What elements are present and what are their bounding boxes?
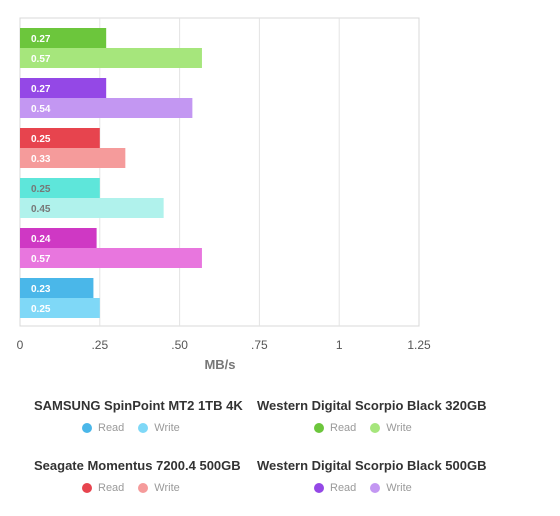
write-value-label: 0.54 xyxy=(31,104,51,115)
write-value-label: 0.33 xyxy=(31,154,51,165)
legend-group-wd-500: Western Digital Scorpio Black 500GB Read… xyxy=(257,458,507,494)
legend: SAMSUNG SpinPoint MT2 1TB 4K Read Write … xyxy=(0,392,560,512)
read-swatch xyxy=(314,423,324,433)
read-swatch xyxy=(82,423,92,433)
legend-group-seagate: Seagate Momentus 7200.4 500GB Read Write xyxy=(34,458,284,494)
write-value-label: 0.57 xyxy=(31,54,51,65)
write-value-label: 0.57 xyxy=(31,254,51,265)
write-value-label: 0.45 xyxy=(31,204,51,215)
legend-item-write[interactable]: Write xyxy=(138,482,180,494)
legend-title: SAMSUNG SpinPoint MT2 1TB 4K xyxy=(34,398,243,413)
read-value-label: 0.23 xyxy=(31,284,51,295)
bar-chart: 0.25.50.75 1 1.25MB/s0.270.570.270.540.250… xyxy=(17,17,431,372)
legend-title: Western Digital Scorpio Black 500GB xyxy=(257,458,487,473)
x-tick-label: .25 xyxy=(91,338,108,352)
legend-group-wd-320: Western Digital Scorpio Black 320GB Read… xyxy=(257,398,507,434)
x-tick-label: 0 xyxy=(17,338,24,352)
legend-item-read[interactable]: Read xyxy=(82,422,124,434)
write-bar xyxy=(20,248,202,268)
legend-write-label: Write xyxy=(386,422,412,434)
read-bar xyxy=(20,178,100,198)
legend-write-label: Write xyxy=(386,482,412,494)
write-swatch xyxy=(138,483,149,493)
legend-read-label: Read xyxy=(98,482,125,494)
legend-item-read[interactable]: Read xyxy=(314,422,356,434)
legend-title: Seagate Momentus 7200.4 500GB xyxy=(34,458,241,473)
write-bar xyxy=(20,48,202,68)
legend-write-label: Write xyxy=(154,482,180,494)
write-swatch xyxy=(138,423,149,433)
read-value-label: 0.25 xyxy=(31,134,51,145)
legend-title: Western Digital Scorpio Black 320GB xyxy=(257,398,487,413)
write-bar xyxy=(20,148,126,168)
legend-read-label: Read xyxy=(330,482,357,494)
legend-group-samsung: SAMSUNG SpinPoint MT2 1TB 4K Read Write xyxy=(34,398,284,434)
write-bar xyxy=(20,198,164,218)
write-swatch xyxy=(370,483,381,493)
legend-item-write[interactable]: Write xyxy=(370,482,412,494)
read-bar xyxy=(20,228,97,248)
read-value-label: 0.25 xyxy=(31,184,51,195)
read-swatch xyxy=(82,483,92,493)
read-bar xyxy=(20,78,107,98)
x-tick-label: .50 xyxy=(171,338,188,352)
x-axis-title: MB/s xyxy=(204,357,235,372)
legend-write-label: Write xyxy=(154,422,180,434)
plot-area xyxy=(19,17,420,327)
legend-item-read[interactable]: Read xyxy=(314,482,356,494)
write-value-label: 0.25 xyxy=(31,304,51,315)
legend-read-label: Read xyxy=(98,422,125,434)
read-swatch xyxy=(314,483,324,493)
legend-item-write[interactable]: Write xyxy=(138,422,180,434)
read-value-label: 0.27 xyxy=(31,34,51,45)
x-tick-label: 1.25 xyxy=(407,338,431,352)
read-value-label: 0.27 xyxy=(31,84,51,95)
write-bar xyxy=(20,98,193,118)
read-bar xyxy=(20,28,107,48)
read-bar xyxy=(20,128,100,148)
write-bar xyxy=(20,298,100,318)
x-tick-label: .75 xyxy=(251,338,268,352)
write-swatch xyxy=(370,423,381,433)
legend-read-label: Read xyxy=(330,422,357,434)
read-bar xyxy=(20,278,94,298)
read-value-label: 0.24 xyxy=(31,234,51,245)
legend-item-read[interactable]: Read xyxy=(82,482,124,494)
legend-item-write[interactable]: Write xyxy=(370,422,412,434)
x-tick-label: 1 xyxy=(336,338,343,352)
